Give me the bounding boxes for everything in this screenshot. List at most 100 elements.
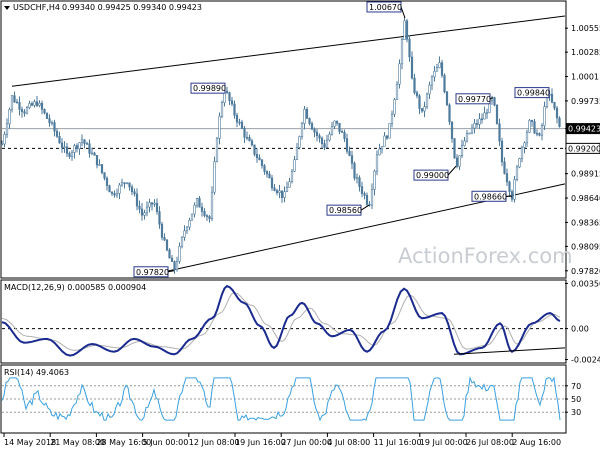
candle-body [320, 137, 324, 144]
dropdown-arrow-icon[interactable] [4, 6, 10, 10]
candle-body [430, 76, 434, 86]
candle-body [380, 146, 384, 150]
candle-body [8, 109, 11, 125]
ohlc-readout: 0.99340 0.99425 0.99340 0.99423 [62, 3, 202, 12]
candle-body [33, 101, 36, 106]
candle-body [230, 100, 234, 105]
candle-body [523, 142, 526, 148]
candle-body [228, 92, 231, 101]
price-tick-label: 1.0001 [571, 73, 599, 82]
candle-body [388, 123, 391, 139]
candle-body [265, 171, 269, 175]
annotation-leader [447, 165, 457, 176]
candle-body [398, 63, 401, 85]
candle-body [505, 173, 509, 183]
candle-body [180, 236, 184, 247]
candle-body [130, 186, 134, 193]
watermark: ActionForex.com [398, 244, 573, 268]
candle-body [148, 202, 151, 208]
candle-body [233, 103, 236, 116]
candle-body [550, 93, 554, 103]
candle-body [70, 152, 74, 157]
x-tick-label: 19 Jun 16:00 [235, 438, 286, 447]
candle-body [435, 67, 439, 72]
candle-body [20, 109, 24, 113]
candle-body [18, 102, 21, 110]
candle-body [298, 136, 301, 148]
candle-body [310, 123, 314, 130]
candle-body [328, 133, 331, 141]
candle-body [305, 109, 309, 119]
candle-body [495, 104, 499, 125]
candle-body [240, 121, 244, 129]
candle-body [315, 131, 319, 137]
candle-body [118, 184, 121, 194]
x-tick-label: 4 Jul 08:00 [327, 438, 370, 447]
annotation-label: 0.98560 [329, 206, 362, 215]
candle-body [293, 159, 296, 172]
candle-body [58, 136, 61, 144]
level-price-tag-label: 0.99200 [568, 144, 600, 153]
candle-body [160, 223, 164, 238]
candle-body [458, 155, 461, 167]
candle-body [420, 108, 424, 112]
candle-body [325, 139, 329, 148]
candle-body [360, 186, 364, 194]
price-tick-label: 0.97820 [571, 267, 600, 276]
rsi-title: RSI(14) 49.4063 [4, 368, 69, 377]
candle-body [15, 101, 19, 104]
candle-body [283, 191, 286, 198]
rsi-panel: 70 50 30 RSI(14) 49.4063 [0, 364, 581, 434]
candle-body [103, 172, 106, 179]
candle-body [395, 83, 399, 100]
candle-body [88, 143, 91, 154]
candle-body [323, 143, 326, 148]
candle-body [423, 106, 426, 112]
macd-tick-label: 0.00 [571, 325, 589, 334]
candle-body [53, 122, 56, 132]
candle-body [105, 177, 109, 187]
candle-body [245, 136, 249, 139]
candle-body [258, 157, 261, 161]
x-tick-label: 28 May 16:00 [96, 438, 151, 447]
annotation-box [133, 266, 169, 278]
candle-body [440, 62, 444, 76]
candle-body [383, 135, 386, 147]
candle-body [463, 140, 466, 146]
candle-body [218, 115, 221, 139]
candle-body [25, 107, 29, 114]
candle-body [163, 237, 166, 241]
candle-body [510, 191, 514, 200]
annotation-box [514, 87, 550, 99]
candle-body [0, 143, 4, 146]
candle-body [140, 208, 144, 216]
annotation-box [366, 1, 402, 13]
candle-body [340, 131, 344, 133]
level-price-tag [565, 142, 600, 154]
candle-body [518, 158, 521, 168]
candle-body [260, 159, 264, 166]
candle-body [373, 170, 376, 190]
candle-body [275, 190, 279, 193]
x-tick-label: 12 Jun 08:00 [189, 438, 240, 447]
candle-body [210, 191, 214, 220]
candle-body [3, 133, 6, 145]
candle-body [183, 230, 186, 238]
candle-body [270, 177, 274, 189]
candle-body [235, 114, 239, 123]
candle-body [213, 161, 216, 193]
candle-body [250, 140, 254, 146]
candle-body [513, 179, 516, 200]
candle-body [475, 123, 479, 125]
candle-body [503, 161, 506, 174]
candle-body [80, 139, 84, 143]
price-tick-label: 0.98915 [571, 170, 600, 179]
symbol-title: USDCHF,H4 [13, 3, 60, 12]
candle-body [255, 154, 259, 159]
candle-body [145, 206, 149, 214]
candle-body [290, 170, 294, 182]
candle-body [480, 118, 484, 121]
candle-body [353, 163, 356, 179]
